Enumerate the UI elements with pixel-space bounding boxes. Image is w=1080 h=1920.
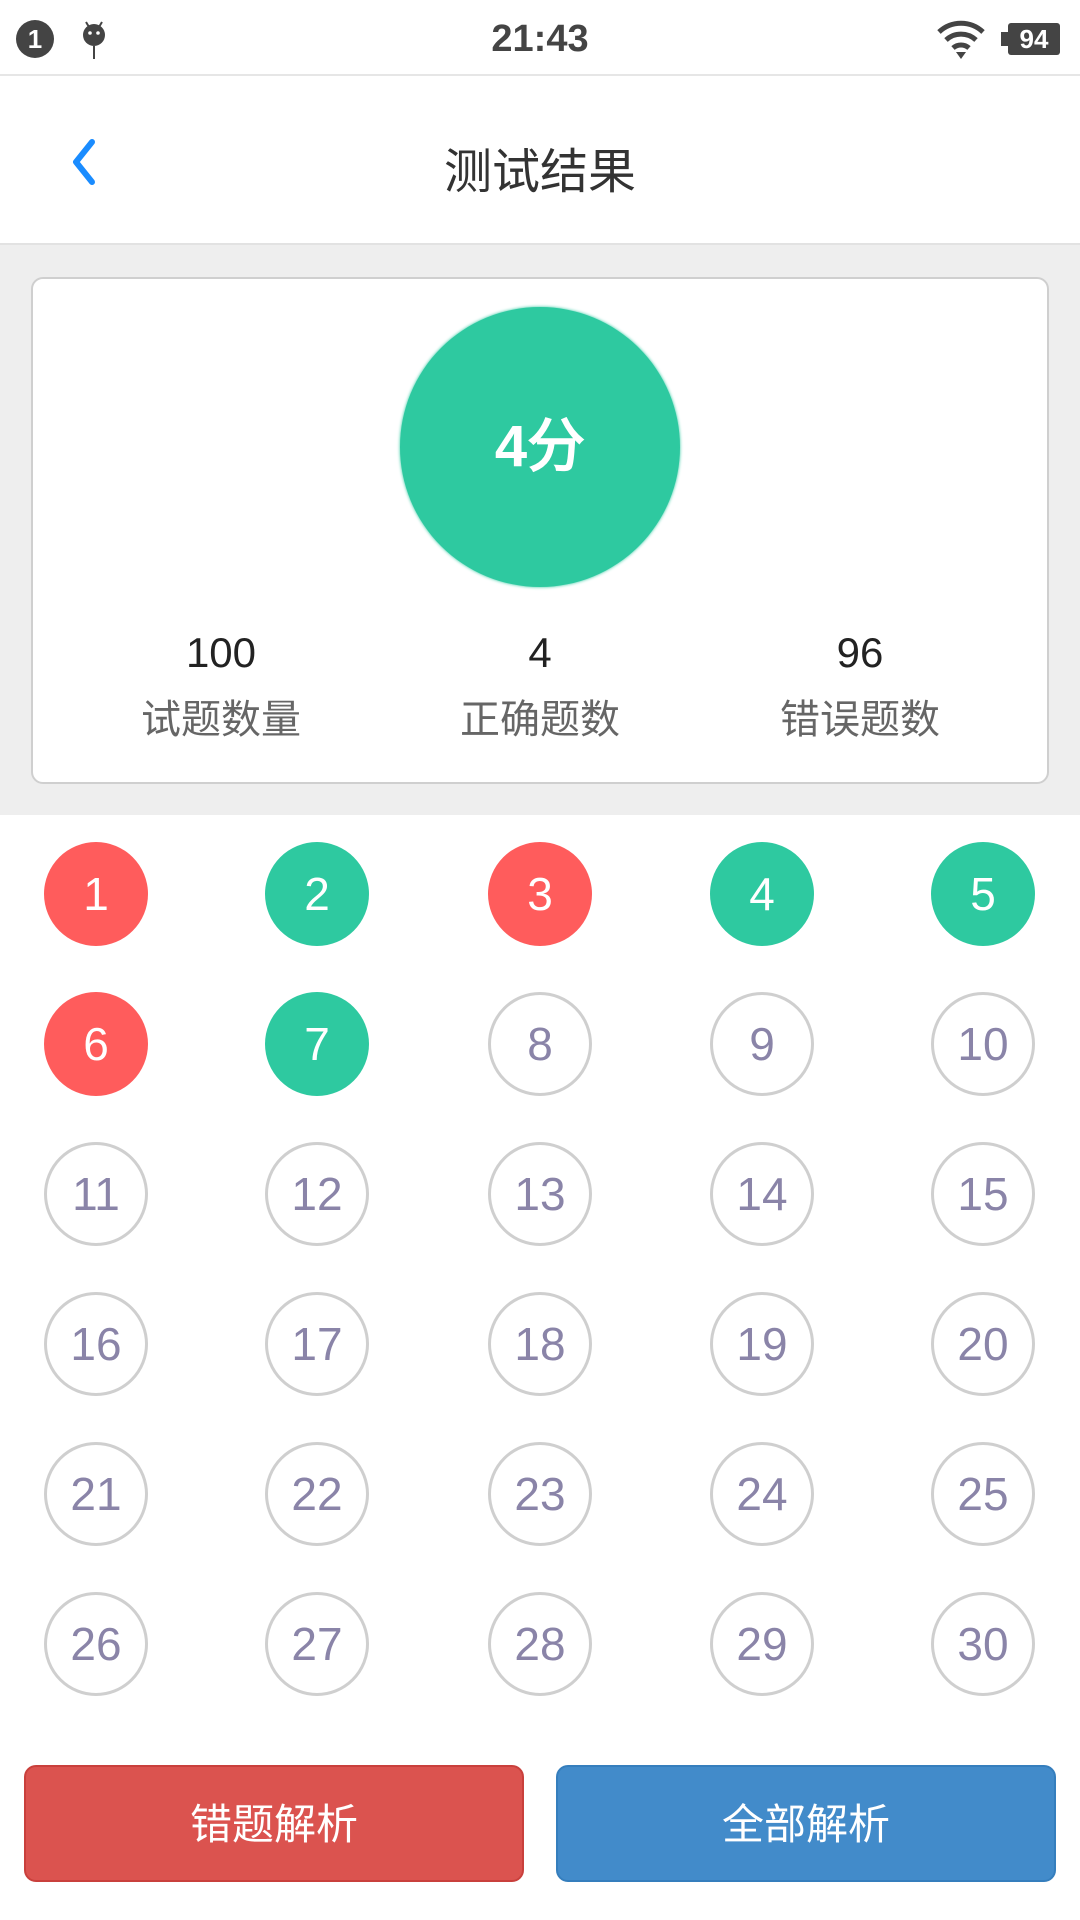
question-25-button[interactable]: 25: [931, 1442, 1035, 1546]
question-11-button[interactable]: 11: [44, 1142, 148, 1246]
question-23-button[interactable]: 23: [488, 1442, 592, 1546]
question-22-button[interactable]: 22: [265, 1442, 369, 1546]
stat-label: 试题数量: [141, 698, 301, 742]
summary-card: 4分 100 试题数量 4 正确题数 96 错误题数: [31, 277, 1049, 784]
question-19-button[interactable]: 19: [710, 1292, 814, 1396]
question-26-button[interactable]: 26: [44, 1592, 148, 1696]
wrong-analysis-button[interactable]: 错题解析: [24, 1765, 524, 1882]
question-21-button[interactable]: 21: [44, 1442, 148, 1546]
question-12-button[interactable]: 12: [265, 1142, 369, 1246]
question-3-button[interactable]: 3: [488, 842, 592, 946]
battery-icon: 94: [1001, 23, 1060, 55]
status-bar: 1 21:43 94: [0, 0, 1080, 76]
summary-section: 4分 100 试题数量 4 正确题数 96 错误题数: [0, 245, 1080, 815]
android-icon: [83, 21, 105, 59]
question-29-button[interactable]: 29: [710, 1592, 814, 1696]
stat-total: 100 试题数量: [71, 629, 371, 745]
stat-label: 正确题数: [460, 698, 620, 742]
clock: 21:43: [491, 18, 589, 60]
question-30-button[interactable]: 30: [931, 1592, 1035, 1696]
stat-correct: 4 正确题数: [390, 629, 690, 745]
question-2-button[interactable]: 2: [265, 842, 369, 946]
question-5-button[interactable]: 5: [931, 842, 1035, 946]
question-20-button[interactable]: 20: [931, 1292, 1035, 1396]
question-13-button[interactable]: 13: [488, 1142, 592, 1246]
stat-label: 错误题数: [780, 698, 940, 742]
question-28-button[interactable]: 28: [488, 1592, 592, 1696]
question-27-button[interactable]: 27: [265, 1592, 369, 1696]
question-8-button[interactable]: 8: [488, 992, 592, 1096]
question-7-button[interactable]: 7: [265, 992, 369, 1096]
question-1-button[interactable]: 1: [44, 842, 148, 946]
wifi-icon: [937, 20, 985, 59]
stat-value: 100: [185, 629, 257, 676]
stat-value: 96: [836, 629, 884, 676]
question-14-button[interactable]: 14: [710, 1142, 814, 1246]
question-16-button[interactable]: 16: [44, 1292, 148, 1396]
stat-wrong: 96 错误题数: [710, 629, 1010, 745]
back-chevron-icon[interactable]: [66, 134, 106, 190]
page-title: 测试结果: [443, 146, 636, 199]
all-analysis-button[interactable]: 全部解析: [556, 1765, 1056, 1882]
question-9-button[interactable]: 9: [710, 992, 814, 1096]
nav-bar: 测试结果: [0, 76, 1080, 245]
stat-value: 4: [528, 629, 552, 676]
question-24-button[interactable]: 24: [710, 1442, 814, 1546]
question-17-button[interactable]: 17: [265, 1292, 369, 1396]
question-6-button[interactable]: 6: [44, 992, 148, 1096]
question-10-button[interactable]: 10: [931, 992, 1035, 1096]
score-circle: 4分: [400, 307, 680, 587]
notification-count-icon: 1: [16, 20, 54, 58]
question-18-button[interactable]: 18: [488, 1292, 592, 1396]
question-4-button[interactable]: 4: [710, 842, 814, 946]
question-15-button[interactable]: 15: [931, 1142, 1035, 1246]
